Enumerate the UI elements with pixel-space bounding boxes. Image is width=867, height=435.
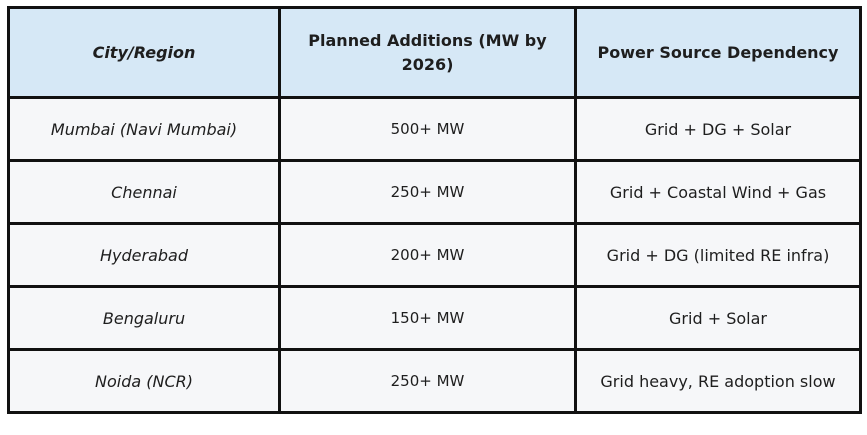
header-city-region: City/Region (7, 6, 281, 99)
cell-planned-additions: 500+ MW (278, 96, 577, 162)
cell-planned-additions: 250+ MW (278, 159, 577, 225)
header-planned-additions: Planned Additions (MW by 2026) (278, 6, 577, 99)
cell-city: Hyderabad (7, 222, 281, 288)
header-power-source: Power Source Dependency (574, 6, 862, 99)
cell-power-source: Grid + DG + Solar (574, 96, 862, 162)
table-row: Chennai 250+ MW Grid + Coastal Wind + Ga… (7, 159, 862, 225)
table-row: Bengaluru 150+ MW Grid + Solar (7, 285, 862, 351)
table-row: Hyderabad 200+ MW Grid + DG (limited RE … (7, 222, 862, 288)
table-body: Mumbai (Navi Mumbai) 500+ MW Grid + DG +… (7, 96, 862, 414)
header-row: City/Region Planned Additions (MW by 202… (7, 6, 862, 99)
cell-city: Mumbai (Navi Mumbai) (7, 96, 281, 162)
cell-planned-additions: 150+ MW (278, 285, 577, 351)
table-header: City/Region Planned Additions (MW by 202… (7, 6, 862, 99)
table-row: Noida (NCR) 250+ MW Grid heavy, RE adopt… (7, 348, 862, 414)
cell-planned-additions: 250+ MW (278, 348, 577, 414)
cell-city: Chennai (7, 159, 281, 225)
cell-planned-additions: 200+ MW (278, 222, 577, 288)
cell-power-source: Grid heavy, RE adoption slow (574, 348, 862, 414)
table-row: Mumbai (Navi Mumbai) 500+ MW Grid + DG +… (7, 96, 862, 162)
cell-power-source: Grid + DG (limited RE infra) (574, 222, 862, 288)
cell-power-source: Grid + Solar (574, 285, 862, 351)
cell-power-source: Grid + Coastal Wind + Gas (574, 159, 862, 225)
cell-city: Bengaluru (7, 285, 281, 351)
cell-city: Noida (NCR) (7, 348, 281, 414)
data-center-table: City/Region Planned Additions (MW by 202… (7, 6, 862, 414)
data-center-table-container: City/Region Planned Additions (MW by 202… (7, 6, 862, 414)
